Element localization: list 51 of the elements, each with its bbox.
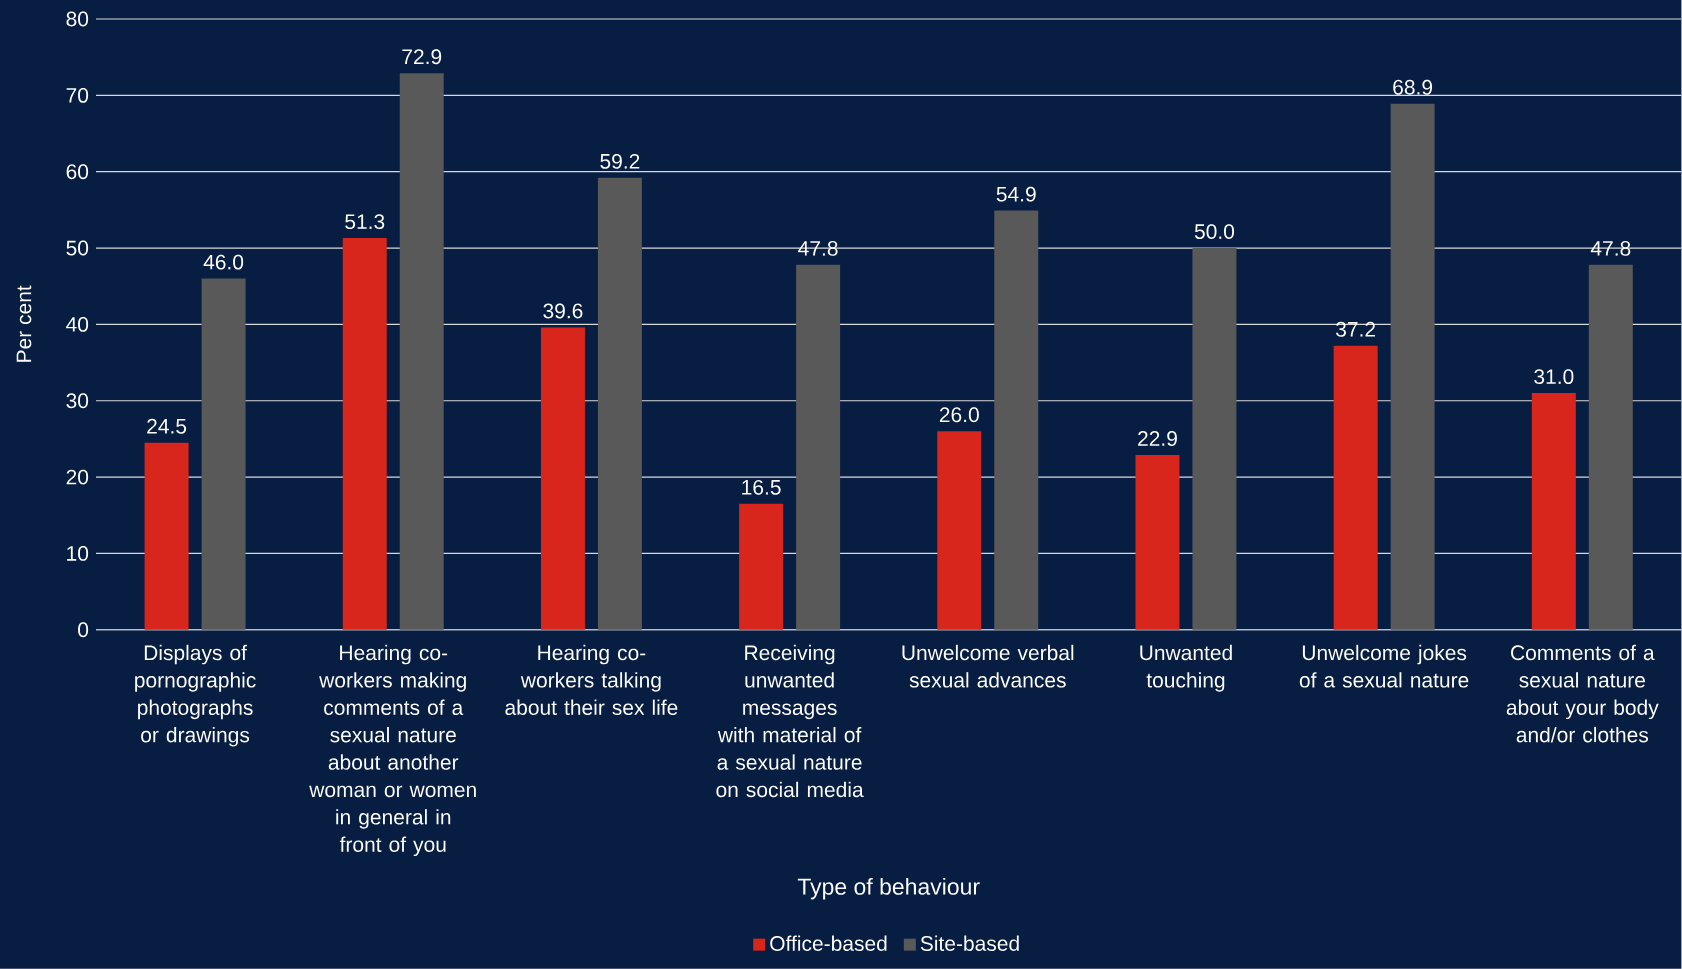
y-tick-label: 30: [66, 393, 89, 409]
x-tick-label: Unwelcome jokes of a sexual nature: [1299, 644, 1469, 688]
data-label: 31.0: [1534, 369, 1574, 385]
x-tick-label: Unwelcome verbal sexual advances: [902, 644, 1074, 688]
x-tick-label: Hearing co-workers making comments of a sexual nature about another woman or women in general in front of you: [309, 644, 476, 857]
legend-label: Site-based: [920, 935, 1019, 952]
x-tick-label: Hearing co-workers talking about their sex life: [505, 644, 678, 716]
y-axis-title: Per cent: [16, 285, 32, 362]
bar: [1135, 455, 1180, 630]
data-label: 59.2: [600, 154, 640, 169]
bar: [201, 278, 246, 630]
data-label: 46.0: [203, 254, 244, 270]
bar: [399, 73, 444, 630]
bar: [540, 327, 585, 630]
data-label: 54.9: [996, 186, 1036, 202]
bar: [1531, 393, 1576, 630]
y-tick-label: 50: [66, 240, 89, 256]
data-label: 22.9: [1138, 431, 1177, 447]
data-label: 37.2: [1336, 322, 1376, 337]
bar: [1588, 265, 1633, 630]
bar: [739, 503, 784, 630]
bar: [937, 431, 982, 630]
y-tick-label: 60: [66, 164, 89, 180]
data-label: 51.3: [345, 214, 385, 230]
data-label: 24.5: [147, 419, 187, 434]
bar: [1192, 248, 1237, 630]
bar: [994, 210, 1039, 630]
bar: [144, 442, 189, 630]
legend-label: Office-based: [770, 935, 887, 952]
data-label: 72.9: [402, 49, 442, 65]
data-label: 68.9: [1393, 80, 1433, 95]
y-tick-label: 70: [66, 88, 89, 103]
data-label: 39.6: [543, 303, 583, 319]
data-label: 26.0: [939, 407, 979, 423]
data-label: 50.0: [1194, 224, 1235, 240]
y-tick-label: 20: [66, 469, 89, 485]
bar: [597, 177, 642, 630]
x-tick-label: Displays of pornographic photographs or drawings: [135, 644, 256, 747]
x-tick-label: Comments of a sexual nature about your body and/or clothes: [1506, 644, 1659, 743]
y-tick-label: 80: [66, 11, 89, 27]
bar: [796, 265, 841, 630]
y-tick-label: 40: [66, 317, 89, 332]
bar: [1333, 345, 1378, 630]
bar: [1390, 103, 1435, 630]
x-tick-label: Receiving unwanted messages with material of a sexual nature on social media: [716, 644, 864, 798]
bar: [342, 238, 387, 630]
x-tick-label: Unwanted touching: [1140, 644, 1232, 692]
y-tick-label: 10: [67, 546, 89, 562]
x-axis-title: Type of behaviour: [797, 878, 980, 900]
y-tick-label: 0: [78, 622, 89, 638]
data-label: 16.5: [742, 480, 781, 495]
